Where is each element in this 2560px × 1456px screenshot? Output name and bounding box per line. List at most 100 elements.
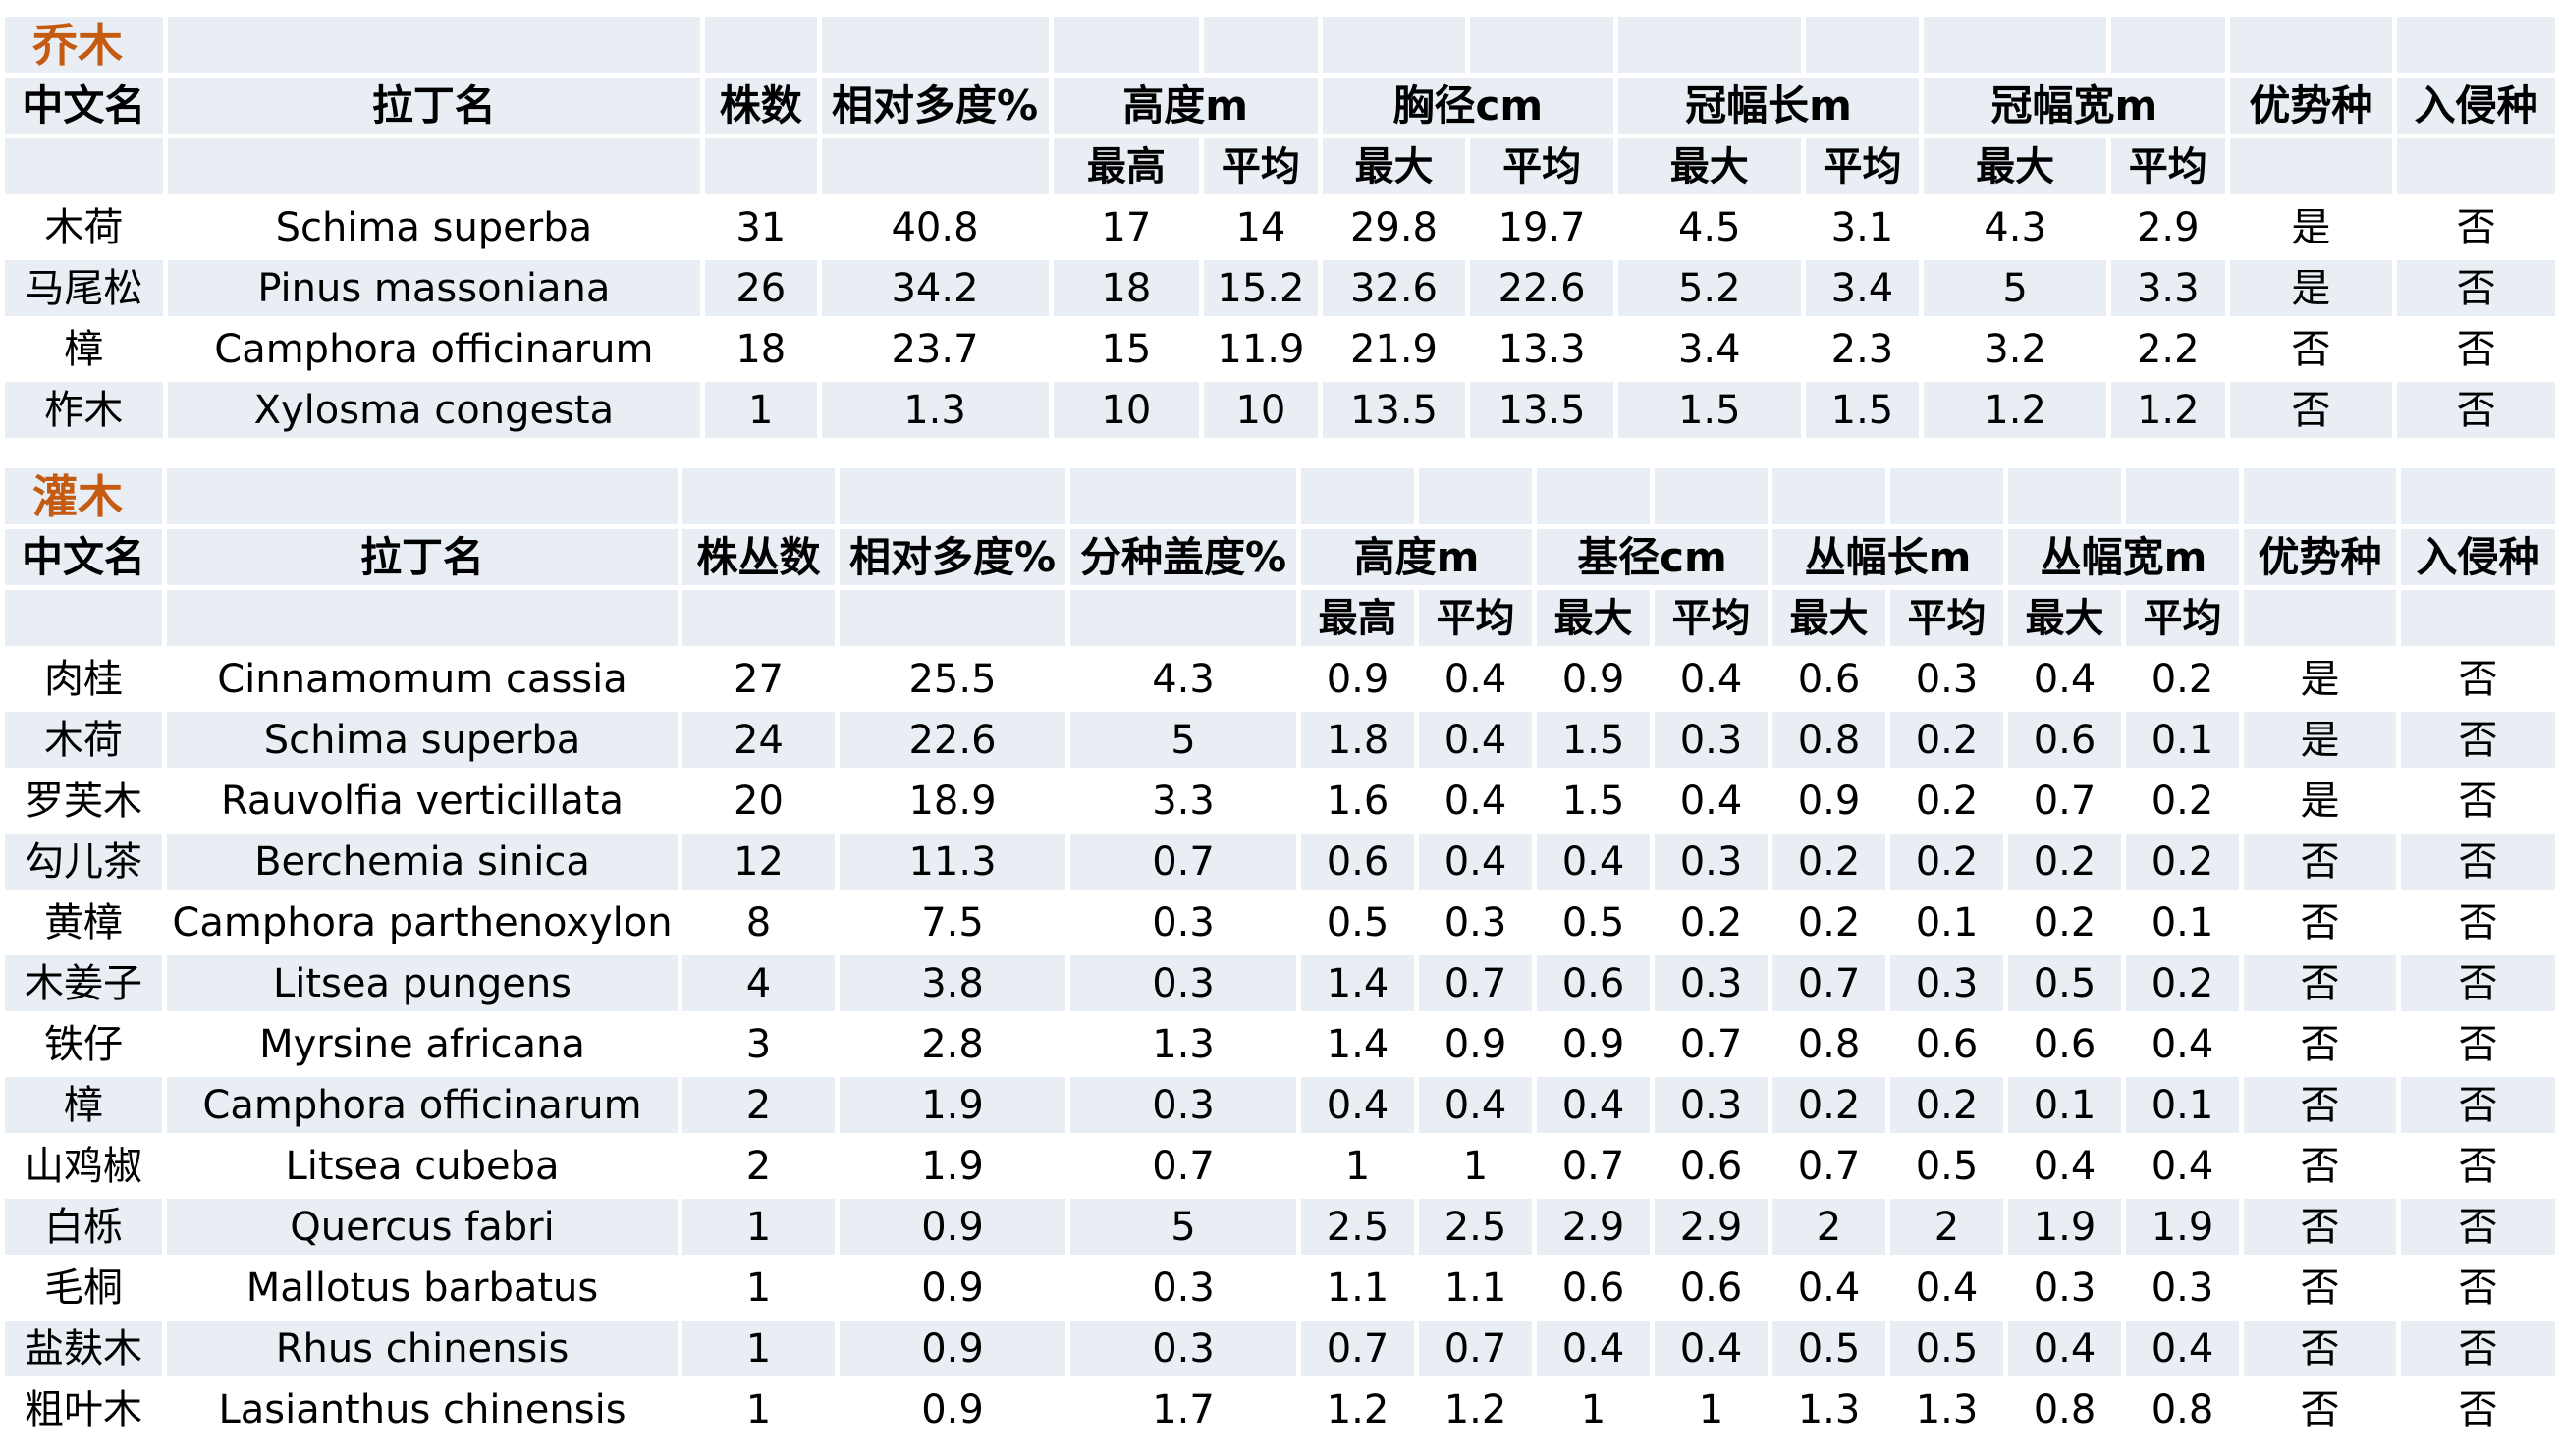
col-header-invasive: 入侵种 xyxy=(2397,78,2555,134)
cell-clump-count: 1 xyxy=(682,1381,835,1437)
cell-dbh-max: 13.5 xyxy=(1322,382,1466,438)
cell-height-avg: 1.2 xyxy=(1419,1381,1532,1437)
cell-chinese-name: 毛桐 xyxy=(5,1260,162,1316)
cell-chinese-name: 铁仔 xyxy=(5,1016,162,1072)
col-header-latin-name: 拉丁名 xyxy=(167,529,678,585)
cell-latin-name: Rauvolfia verticillata xyxy=(167,773,678,829)
cell-clump-count: 4 xyxy=(682,955,835,1011)
cell-invasive: 否 xyxy=(2401,955,2555,1011)
cell-height-max: 0.5 xyxy=(1301,894,1414,950)
cell-height-avg: 0.4 xyxy=(1419,773,1532,829)
col-header-dbh: 胸径cm xyxy=(1322,78,1613,134)
cell-count: 18 xyxy=(705,321,817,377)
cell-count: 31 xyxy=(705,199,817,255)
cell-relative-abundance: 3.8 xyxy=(840,955,1065,1011)
cell-chinese-name: 勾儿茶 xyxy=(5,834,162,890)
cell-relative-abundance: 1.9 xyxy=(840,1138,1065,1194)
cell-height-max: 10 xyxy=(1053,382,1200,438)
table-row: 铁仔 Myrsine africana 3 2.8 1.3 1.4 0.9 0.9 0.7 0.8… xyxy=(5,1016,2555,1072)
cell-relative-abundance: 25.5 xyxy=(840,651,1065,707)
subheader-avg: 平均 xyxy=(1470,138,1613,194)
cell-crown-length-max: 1.5 xyxy=(1617,382,1801,438)
cell-crown-length-avg: 3.1 xyxy=(1805,199,1920,255)
cell-clump-width-max: 0.2 xyxy=(2008,894,2121,950)
cell-crown-width-max: 1.2 xyxy=(1924,382,2106,438)
cell-clump-length-avg: 0.4 xyxy=(1890,1260,2003,1316)
cell-chinese-name: 罗芙木 xyxy=(5,773,162,829)
cell-relative-abundance: 22.6 xyxy=(840,712,1065,768)
cell-latin-name: Cinnamomum cassia xyxy=(167,651,678,707)
cell-clump-width-max: 0.7 xyxy=(2008,773,2121,829)
cell-dominant: 否 xyxy=(2229,321,2393,377)
cell-clump-count: 1 xyxy=(682,1321,835,1376)
subheader-avg: 平均 xyxy=(2111,138,2225,194)
cell-coverage: 1.3 xyxy=(1070,1016,1296,1072)
cell-chinese-name: 木荷 xyxy=(5,199,163,255)
cell-basal-diameter-avg: 0.6 xyxy=(1655,1138,1768,1194)
cell-chinese-name: 柞木 xyxy=(5,382,163,438)
subheader-max: 最大 xyxy=(1322,138,1466,194)
cell-basal-diameter-max: 0.6 xyxy=(1537,1260,1650,1316)
cell-height-avg: 10 xyxy=(1204,382,1318,438)
cell-clump-length-avg: 0.3 xyxy=(1890,651,2003,707)
cell-relative-abundance: 7.5 xyxy=(840,894,1065,950)
cell-clump-length-avg: 0.5 xyxy=(1890,1138,2003,1194)
shrub-section-row: 灌木 xyxy=(5,468,2555,524)
cell-latin-name: Quercus fabri xyxy=(167,1199,678,1255)
cell-clump-length-max: 0.4 xyxy=(1772,1260,1885,1316)
cell-relative-abundance: 2.8 xyxy=(840,1016,1065,1072)
cell-relative-abundance: 18.9 xyxy=(840,773,1065,829)
cell-basal-diameter-avg: 0.4 xyxy=(1655,773,1768,829)
cell-height-avg: 1 xyxy=(1419,1138,1532,1194)
cell-coverage: 0.7 xyxy=(1070,834,1296,890)
cell-height-avg: 0.4 xyxy=(1419,834,1532,890)
cell-clump-width-max: 0.6 xyxy=(2008,712,2121,768)
cell-coverage: 0.3 xyxy=(1070,1321,1296,1376)
cell-clump-length-max: 0.5 xyxy=(1772,1321,1885,1376)
subheader-max: 最大 xyxy=(1537,590,1650,646)
cell-basal-diameter-avg: 0.4 xyxy=(1655,651,1768,707)
table-row: 黄樟 Camphora parthenoxylon 8 7.5 0.3 0.5 0.3 0.5… xyxy=(5,894,2555,950)
cell-basal-diameter-avg: 2.9 xyxy=(1655,1199,1768,1255)
cell-clump-width-avg: 0.1 xyxy=(2126,1077,2239,1133)
subheader-max: 最大 xyxy=(1617,138,1801,194)
table-row: 肉桂 Cinnamomum cassia 27 25.5 4.3 0.9 0.4 0.9 0.4… xyxy=(5,651,2555,707)
cell-coverage: 3.3 xyxy=(1070,773,1296,829)
cell-basal-diameter-max: 1 xyxy=(1537,1381,1650,1437)
table-row: 樟 Camphora officinarum 2 1.9 0.3 0.4 0.4 0.4 0.3… xyxy=(5,1077,2555,1133)
cell-clump-width-avg: 1.9 xyxy=(2126,1199,2239,1255)
cell-relative-abundance: 0.9 xyxy=(840,1260,1065,1316)
cell-chinese-name: 黄樟 xyxy=(5,894,162,950)
cell-clump-length-max: 0.8 xyxy=(1772,1016,1885,1072)
cell-basal-diameter-avg: 0.3 xyxy=(1655,1077,1768,1133)
cell-relative-abundance: 1.3 xyxy=(821,382,1049,438)
cell-chinese-name: 马尾松 xyxy=(5,260,163,316)
cell-relative-abundance: 23.7 xyxy=(821,321,1049,377)
cell-height-avg: 0.9 xyxy=(1419,1016,1532,1072)
cell-clump-width-max: 0.1 xyxy=(2008,1077,2121,1133)
cell-chinese-name: 山鸡椒 xyxy=(5,1138,162,1194)
cell-coverage: 4.3 xyxy=(1070,651,1296,707)
cell-relative-abundance: 0.9 xyxy=(840,1381,1065,1437)
tree-table: 乔木 中文名 拉丁名 株数 相对多度% 高度m 胸径cm 冠幅长m 冠幅宽m 优… xyxy=(0,12,2560,443)
cell-crown-width-max: 3.2 xyxy=(1924,321,2106,377)
cell-height-max: 15 xyxy=(1053,321,1200,377)
cell-relative-abundance: 34.2 xyxy=(821,260,1049,316)
cell-height-avg: 0.3 xyxy=(1419,894,1532,950)
cell-coverage: 0.3 xyxy=(1070,894,1296,950)
cell-clump-count: 12 xyxy=(682,834,835,890)
cell-invasive: 否 xyxy=(2401,1138,2555,1194)
cell-clump-length-max: 1.3 xyxy=(1772,1381,1885,1437)
cell-invasive: 否 xyxy=(2401,1321,2555,1376)
cell-crown-length-avg: 1.5 xyxy=(1805,382,1920,438)
cell-chinese-name: 白栎 xyxy=(5,1199,162,1255)
cell-basal-diameter-max: 0.4 xyxy=(1537,1321,1650,1376)
cell-invasive: 否 xyxy=(2401,834,2555,890)
cell-dominant: 否 xyxy=(2244,1016,2396,1072)
cell-clump-width-avg: 0.4 xyxy=(2126,1016,2239,1072)
tree-section-title: 乔木 xyxy=(5,17,163,73)
cell-basal-diameter-avg: 0.7 xyxy=(1655,1016,1768,1072)
cell-latin-name: Mallotus barbatus xyxy=(167,1260,678,1316)
cell-height-avg: 14 xyxy=(1204,199,1318,255)
cell-clump-length-avg: 0.3 xyxy=(1890,955,2003,1011)
